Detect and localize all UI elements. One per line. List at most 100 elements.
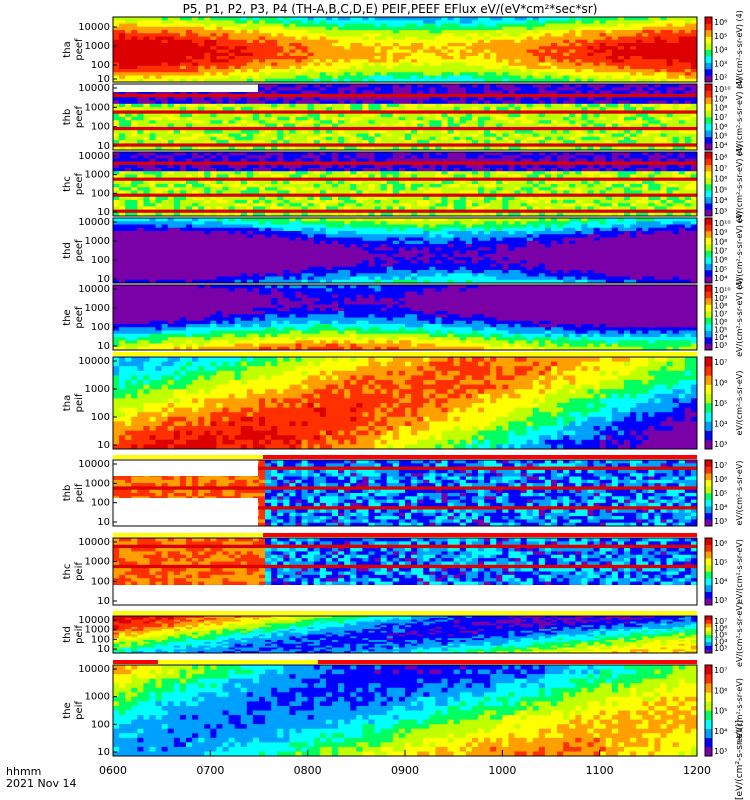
heatmap-cell [155,174,163,178]
heatmap-cell [575,117,582,121]
heatmap-cell [684,33,692,37]
heatmap-cell [283,62,290,67]
heatmap-cell [617,23,625,28]
heatmap-cell [289,69,296,73]
heatmap-cell [392,103,400,108]
heatmap-cell [617,36,625,41]
heatmap-cell [313,180,321,185]
heatmap-cell [350,36,357,41]
heatmap-cell [532,84,540,88]
heatmap-cell [654,30,661,34]
heatmap-cell [149,107,156,111]
heatmap-cell [429,212,436,217]
heatmap-cell [259,103,266,108]
heatmap-cell [265,123,272,128]
heatmap-cell [478,33,485,37]
heatmap-cell [356,158,363,162]
heatmap-cell [386,130,394,134]
heatmap-cell [216,78,223,83]
heatmap-cell [514,117,521,121]
heatmap-cell [167,209,175,214]
heatmap-cell [350,168,357,172]
heatmap-cell [465,43,473,47]
heatmap-cell [344,146,351,151]
heatmap-cell [392,30,400,34]
heatmap-cell [417,62,424,67]
heatmap-cell [210,190,217,194]
heatmap-cell [155,171,163,175]
heatmap-cell [514,120,521,124]
heatmap-cell [484,39,491,44]
heatmap-cell [198,123,205,128]
heatmap-cell [636,26,643,31]
heatmap-cell [538,36,546,41]
heatmap-cell [520,90,528,95]
heatmap-cell [429,33,436,37]
heatmap-cell [143,143,150,148]
heatmap-cell [593,113,601,118]
heatmap-cell [557,103,564,108]
heatmap-cell [484,143,491,148]
heatmap-cell [398,161,406,166]
heatmap-cell [295,158,302,162]
heatmap-cell [338,72,345,76]
heatmap-cell [624,123,631,128]
heatmap-cell [380,117,388,121]
heatmap-cell [423,100,430,105]
heatmap-cell [678,30,686,34]
heatmap-cell [210,193,217,198]
heatmap-cell [173,126,181,131]
heatmap-cell [113,164,120,169]
heatmap-cell [374,72,382,76]
heatmap-cell [325,20,333,24]
heatmap-cell [380,49,388,54]
heatmap-cell [362,200,369,204]
heatmap-cell [356,196,363,201]
heatmap-cell [648,123,655,128]
heatmap-cell [344,30,351,34]
heatmap-cell [113,59,120,63]
heatmap-cell [350,117,357,121]
heatmap-cell [210,126,217,131]
heatmap-cell [271,62,278,67]
heatmap-cell [131,212,138,217]
heatmap-cell [131,164,138,169]
heatmap-cell [131,171,138,175]
heatmap-cell [368,161,375,166]
heatmap-cell [453,146,461,151]
heatmap-cell [125,56,132,60]
heatmap-cell [660,120,667,124]
heatmap-cell [660,72,667,76]
heatmap-cell [417,146,424,151]
heatmap-cell [453,126,461,131]
heatmap-cell [338,39,345,44]
heatmap-cell [356,155,363,159]
heatmap-cell [252,206,260,210]
heatmap-cell [660,93,667,98]
heatmap-cell [295,65,302,70]
heatmap-cell [259,39,266,44]
heatmap-cell [678,26,686,31]
heatmap-cell [465,36,473,41]
heatmap-cell [222,33,229,37]
heatmap-cell [538,100,546,105]
heatmap-cell [538,90,546,95]
heatmap-cell [125,161,132,166]
heatmap-cell [344,43,351,47]
heatmap-cell [325,84,333,88]
heatmap-cell [265,78,272,83]
heatmap-cell [295,26,302,31]
heatmap-cell [313,78,321,83]
heatmap-cell [520,72,528,76]
heatmap-cell [374,43,382,47]
heatmap-cell [289,206,296,210]
heatmap-cell [447,133,455,138]
heatmap-cell [277,212,284,217]
heatmap-cell [599,136,607,141]
heatmap-cell [405,107,412,111]
heatmap-cell [526,133,534,138]
heatmap-cell [405,143,412,148]
heatmap-cell [192,107,199,111]
heatmap-cell [435,39,442,44]
heatmap-cell [636,136,643,141]
